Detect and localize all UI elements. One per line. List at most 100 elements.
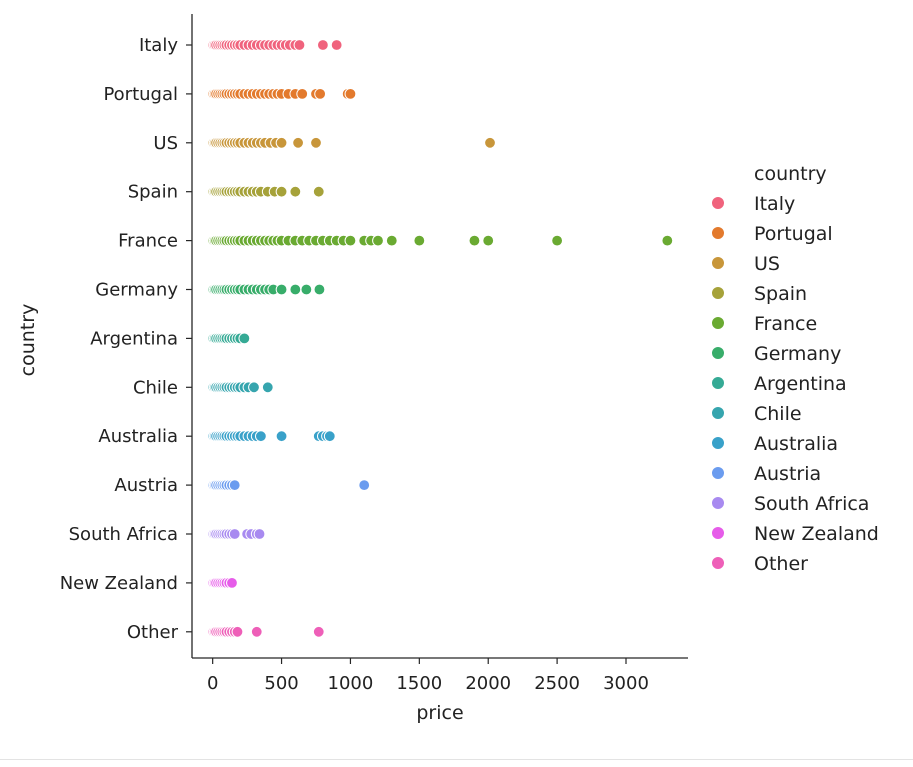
legend-item: Chile <box>711 403 802 425</box>
data-point <box>231 625 244 638</box>
data-point <box>661 234 674 247</box>
x-tick-label: 1500 <box>396 673 442 694</box>
data-point <box>312 625 325 638</box>
x-tick-label: 3000 <box>603 673 649 694</box>
y-tick-label: South Africa <box>69 524 178 545</box>
series-other <box>207 625 325 638</box>
series-austria <box>207 479 371 492</box>
series-portugal <box>207 88 357 100</box>
legend-label: Germany <box>754 343 841 365</box>
legend-label: France <box>754 313 817 335</box>
x-tick-label: 1000 <box>328 673 374 694</box>
data-point <box>484 136 496 149</box>
data-point <box>413 234 426 247</box>
y-tick-label: Argentina <box>90 328 178 349</box>
legend: country Italy Portugal US Spain France German… <box>711 163 879 575</box>
data-point <box>344 88 357 100</box>
series-australia <box>207 430 336 443</box>
series-spain <box>207 185 325 198</box>
legend-label: Other <box>754 553 808 575</box>
legend-marker <box>711 496 725 510</box>
x-tick-label: 2000 <box>465 673 511 694</box>
data-point <box>292 136 304 149</box>
data-point <box>226 577 238 589</box>
legend-item: New Zealand <box>711 523 879 545</box>
data-point <box>300 283 313 296</box>
data-point <box>385 234 398 247</box>
series-chile <box>207 381 274 394</box>
legend-label: Chile <box>754 403 802 425</box>
data-point <box>358 479 371 492</box>
legend-item: South Africa <box>711 493 869 515</box>
legend-marker <box>711 376 725 390</box>
legend-item: Australia <box>711 433 838 455</box>
y-tick-label: New Zealand <box>60 573 178 594</box>
data-point <box>314 88 327 100</box>
legend-label: US <box>754 253 780 275</box>
legend-marker <box>711 436 725 450</box>
legend-label: Australia <box>754 433 838 455</box>
data-points-layer <box>207 39 674 638</box>
legend-marker <box>711 226 725 240</box>
legend-marker <box>711 556 725 570</box>
data-point <box>316 39 329 51</box>
series-germany <box>207 283 326 296</box>
x-axis-ticks: 0 500 1000 1500 2000 2500 3000 <box>207 658 649 694</box>
data-point <box>323 430 336 443</box>
y-tick-label: Spain <box>128 182 178 203</box>
data-point <box>344 234 357 247</box>
legend-title: country <box>754 163 827 185</box>
y-tick-label: Germany <box>95 280 178 301</box>
y-tick-label: Portugal <box>103 84 178 105</box>
legend-label: Italy <box>754 193 795 215</box>
data-point <box>482 234 495 247</box>
legend-item: Argentina <box>711 373 847 395</box>
data-point <box>250 625 263 638</box>
legend-item: France <box>711 313 817 335</box>
y-axis-ticks: Italy Portugal US Spain France Germany Argenti… <box>60 35 192 643</box>
x-tick-label: 500 <box>264 673 298 694</box>
data-point <box>254 430 267 443</box>
series-south-africa <box>207 528 266 540</box>
data-point <box>238 332 251 345</box>
data-point <box>248 381 260 394</box>
bottom-divider <box>0 759 913 760</box>
data-point <box>261 381 274 394</box>
legend-item: Italy <box>711 193 795 215</box>
legend-label: New Zealand <box>754 523 879 545</box>
series-france <box>207 234 674 247</box>
data-point <box>289 185 302 198</box>
data-point <box>551 234 564 247</box>
legend-marker <box>711 466 725 480</box>
legend-marker <box>711 316 725 330</box>
legend-item: US <box>711 253 780 275</box>
legend-marker <box>711 196 725 210</box>
legend-marker <box>711 346 725 360</box>
legend-item: Germany <box>711 343 841 365</box>
data-point <box>310 136 322 149</box>
legend-label: South Africa <box>754 493 869 515</box>
data-point <box>275 185 288 198</box>
legend-marker <box>711 256 725 270</box>
y-tick-label: Australia <box>98 426 178 447</box>
data-point <box>275 283 288 296</box>
y-axis-label: country <box>17 304 39 377</box>
data-point <box>293 39 306 51</box>
x-tick-label: 2500 <box>534 673 580 694</box>
y-tick-label: Italy <box>139 35 178 56</box>
data-point <box>313 283 326 296</box>
legend-label: Argentina <box>754 373 847 395</box>
data-point <box>275 430 288 443</box>
y-tick-label: France <box>118 231 178 252</box>
legend-marker <box>711 286 725 300</box>
series-argentina <box>207 332 251 345</box>
legend-label: Portugal <box>754 223 833 245</box>
legend-item: Spain <box>711 283 807 305</box>
legend-label: Spain <box>754 283 807 305</box>
legend-item: Austria <box>711 463 821 485</box>
legend-marker <box>711 526 725 540</box>
data-point <box>253 528 266 540</box>
data-point <box>312 185 325 198</box>
